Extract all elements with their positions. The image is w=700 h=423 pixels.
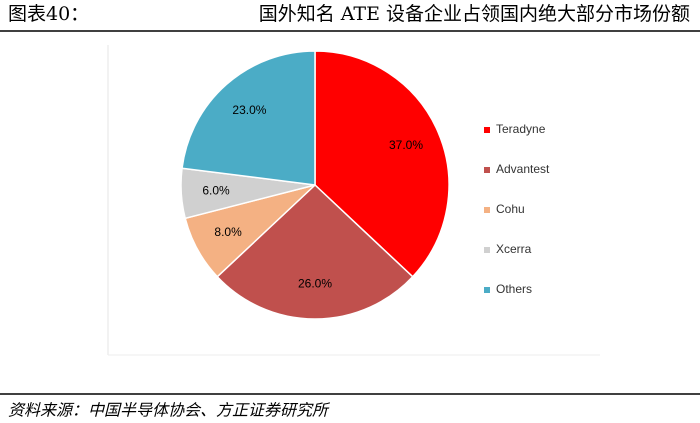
legend-swatch bbox=[484, 247, 490, 253]
legend-label: Others bbox=[496, 282, 532, 296]
legend-swatch bbox=[484, 287, 490, 293]
figure-title: 国外知名 ATE 设备企业占领国内绝大部分市场份额 bbox=[259, 3, 690, 25]
pie-slice bbox=[181, 50, 316, 186]
data-label: 8.0% bbox=[214, 225, 242, 239]
legend-label: Teradyne bbox=[496, 122, 546, 136]
legend-label: Cohu bbox=[496, 202, 525, 216]
legend-swatch bbox=[484, 207, 490, 213]
data-label: 26.0% bbox=[298, 276, 332, 290]
figure-label: 图表40： bbox=[8, 3, 89, 25]
legend-label: Xcerra bbox=[496, 242, 532, 256]
legend-label: Advantest bbox=[496, 162, 550, 176]
data-label: 23.0% bbox=[232, 103, 266, 117]
pie-slice bbox=[314, 50, 450, 278]
data-label: 37.0% bbox=[389, 138, 423, 152]
source-note: 资料来源：中国半导体协会、方正证券研究所 bbox=[8, 401, 331, 420]
data-label: 6.0% bbox=[202, 183, 230, 197]
pie-slice bbox=[216, 183, 414, 320]
legend-swatch bbox=[484, 167, 490, 173]
legend-swatch bbox=[484, 127, 490, 133]
